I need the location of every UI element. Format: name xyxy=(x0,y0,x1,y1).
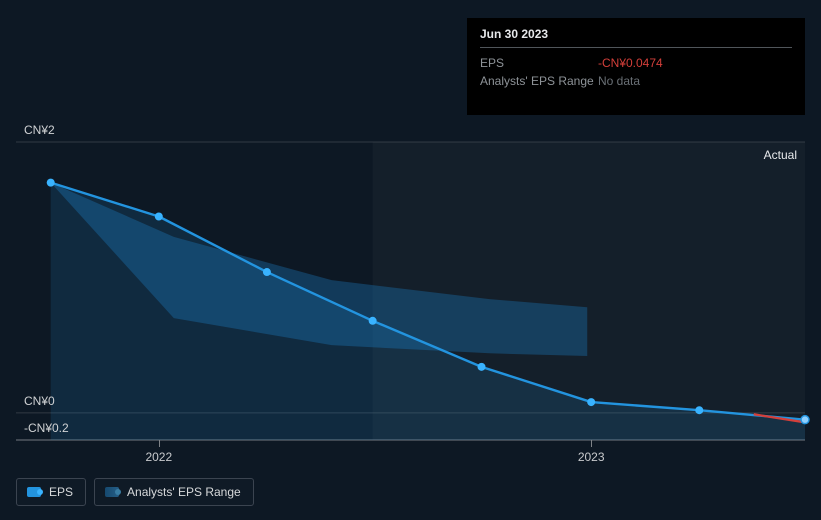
x-tick xyxy=(159,440,160,447)
tooltip-label: Analysts' EPS Range xyxy=(480,74,598,88)
legend-item-range[interactable]: Analysts' EPS Range xyxy=(94,478,254,506)
tooltip-label: EPS xyxy=(480,56,598,70)
legend-label: Analysts' EPS Range xyxy=(127,485,241,499)
eps-chart[interactable]: CN¥2CN¥0-CN¥0.220222023Actual xyxy=(16,124,805,460)
x-tick xyxy=(591,440,592,447)
tooltip-row: Analysts' EPS Range No data xyxy=(480,72,792,90)
y-axis-label: CN¥0 xyxy=(24,394,55,408)
legend-item-eps[interactable]: EPS xyxy=(16,478,86,506)
legend-swatch-icon xyxy=(27,487,41,497)
actual-region-label: Actual xyxy=(764,148,797,162)
legend-swatch-icon xyxy=(105,487,119,497)
y-axis-label: -CN¥0.2 xyxy=(24,421,69,435)
tooltip-row: EPS -CN¥0.0474 xyxy=(480,54,792,72)
x-axis-label: 2022 xyxy=(145,450,172,464)
x-axis-label: 2023 xyxy=(578,450,605,464)
legend-label: EPS xyxy=(49,485,73,499)
legend: EPS Analysts' EPS Range xyxy=(16,478,254,506)
chart-svg xyxy=(16,124,805,460)
tooltip-value: -CN¥0.0474 xyxy=(598,56,663,70)
tooltip-date: Jun 30 2023 xyxy=(480,27,792,48)
y-axis-label: CN¥2 xyxy=(24,123,55,137)
chart-tooltip: Jun 30 2023 EPS -CN¥0.0474 Analysts' EPS… xyxy=(467,18,805,115)
tooltip-value: No data xyxy=(598,74,640,88)
